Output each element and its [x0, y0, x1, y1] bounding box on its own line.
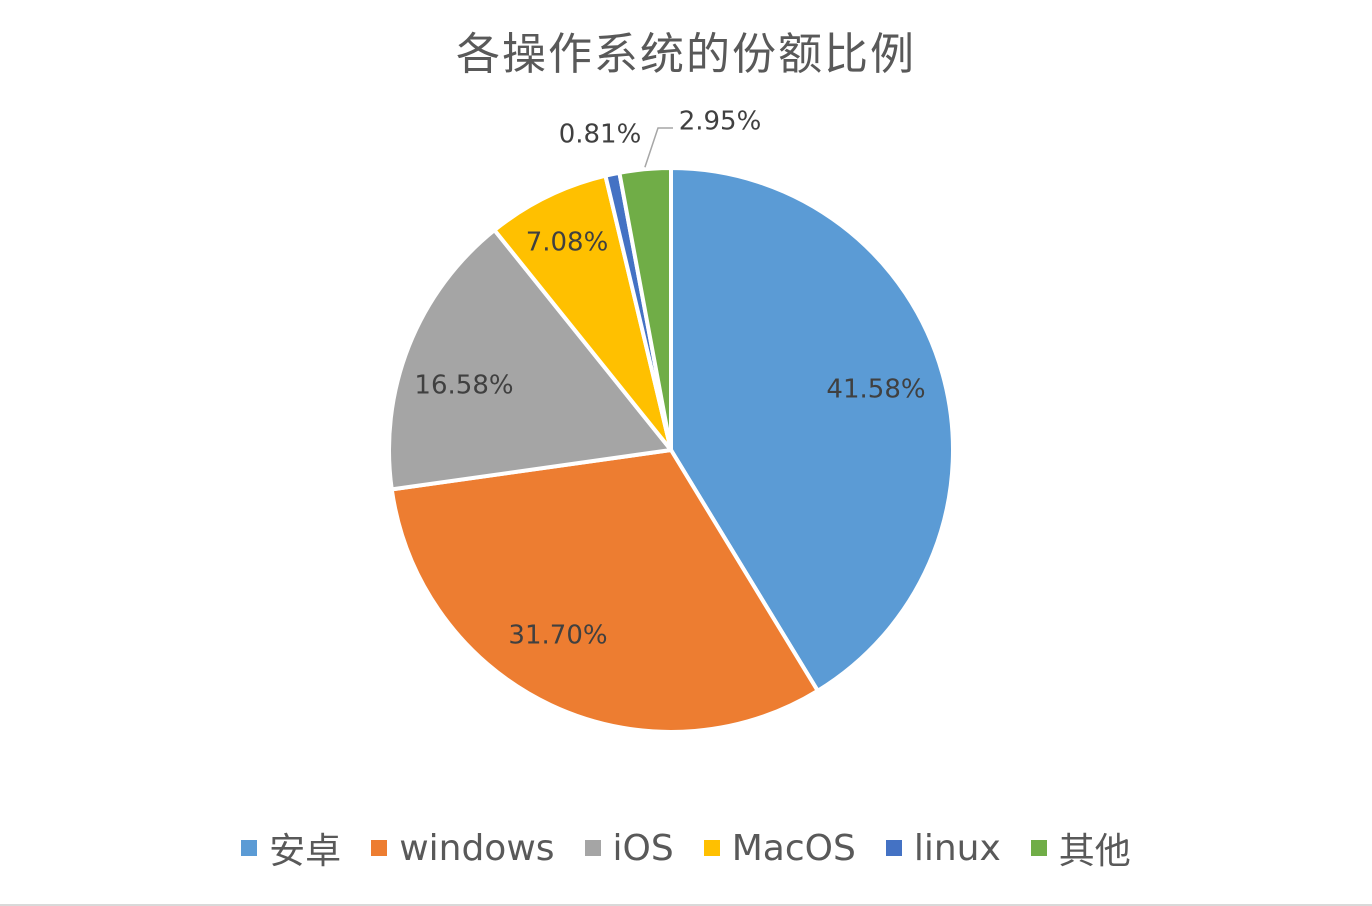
legend-label-5: 其他	[1058, 831, 1131, 872]
legend-label-1: windows	[399, 827, 555, 869]
legend-swatch-5	[1030, 840, 1047, 856]
data-label-5: 2.95%	[679, 107, 762, 137]
legend-item-5: 其他	[1030, 822, 1131, 874]
pie-slice-1	[389, 448, 820, 734]
chart-legend: 安卓 windows iOS MacOS linux 其他	[0, 822, 1372, 874]
legend-item-2: iOS	[584, 827, 674, 869]
leader-line-5	[644, 127, 673, 168]
data-label-0: 41.58%	[826, 375, 925, 405]
legend-swatch-2	[584, 840, 601, 856]
legend-item-3: MacOS	[703, 827, 856, 869]
legend-swatch-3	[703, 840, 720, 856]
legend-label-4: linux	[913, 827, 1001, 869]
legend-swatch-4	[885, 840, 902, 856]
data-label-3: 7.08%	[526, 228, 609, 258]
legend-swatch-1	[371, 840, 388, 856]
data-label-2: 16.58%	[414, 371, 513, 401]
legend-label-2: iOS	[612, 827, 674, 869]
bottom-divider	[0, 904, 1372, 906]
legend-item-1: windows	[371, 827, 555, 869]
pie-slice-3	[492, 173, 673, 452]
data-label-1: 31.70%	[508, 621, 607, 651]
pie-slice-0	[669, 166, 955, 693]
legend-label-3: MacOS	[731, 827, 856, 869]
legend-item-0: 安卓	[241, 822, 341, 874]
pie-slice-5	[617, 166, 673, 452]
legend-swatch-0	[241, 840, 258, 856]
legend-label-0: 安卓	[269, 831, 342, 872]
data-label-4: 0.81%	[559, 120, 642, 150]
chart-title: 各操作系统的份额比例	[456, 29, 916, 80]
pie-slice-2	[387, 228, 673, 492]
legend-item-4: linux	[885, 827, 1001, 869]
